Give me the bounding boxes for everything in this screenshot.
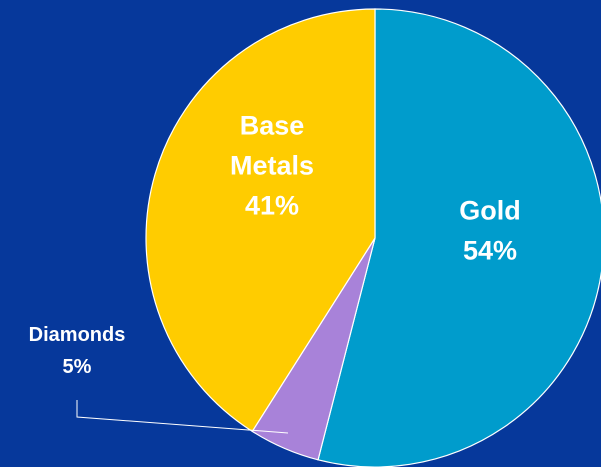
pie-slice-gold — [317, 8, 601, 467]
data-label-name-base-metals: Metals — [230, 150, 314, 180]
leader-line-diamonds — [76, 400, 289, 434]
data-label-pct-gold: 54% — [463, 235, 517, 265]
data-label-name-diamonds: Diamonds — [29, 324, 126, 346]
pie-slice-base-metals — [145, 8, 376, 433]
data-label-name-base-metals: Base — [240, 110, 305, 140]
data-label-name-gold: Gold — [459, 195, 521, 225]
data-label-pct-base-metals: 41% — [245, 190, 299, 220]
data-label-pct-diamonds: 5% — [63, 356, 92, 378]
